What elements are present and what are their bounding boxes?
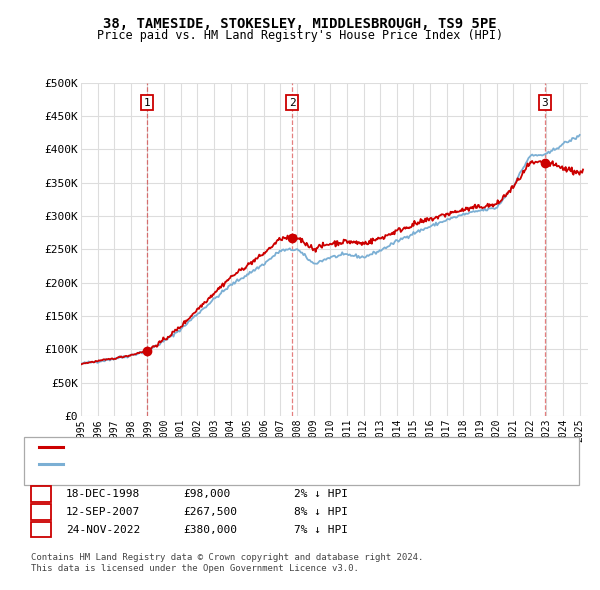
Text: 2: 2 [289, 97, 295, 107]
Text: Contains HM Land Registry data © Crown copyright and database right 2024.
This d: Contains HM Land Registry data © Crown c… [31, 553, 424, 573]
Text: HPI: Average price, detached house, North Yorkshire: HPI: Average price, detached house, Nort… [68, 459, 386, 468]
Text: 3: 3 [541, 97, 548, 107]
Text: 1: 1 [143, 97, 150, 107]
Text: £380,000: £380,000 [183, 525, 237, 535]
Text: 18-DEC-1998: 18-DEC-1998 [66, 490, 140, 499]
Text: 2% ↓ HPI: 2% ↓ HPI [294, 490, 348, 499]
Text: £267,500: £267,500 [183, 507, 237, 517]
Text: Price paid vs. HM Land Registry's House Price Index (HPI): Price paid vs. HM Land Registry's House … [97, 30, 503, 42]
Text: 1: 1 [38, 490, 44, 499]
Text: 38, TAMESIDE, STOKESLEY, MIDDLESBROUGH, TS9 5PE: 38, TAMESIDE, STOKESLEY, MIDDLESBROUGH, … [103, 17, 497, 31]
Text: 24-NOV-2022: 24-NOV-2022 [66, 525, 140, 535]
Text: 12-SEP-2007: 12-SEP-2007 [66, 507, 140, 517]
Text: 2: 2 [38, 507, 44, 517]
Text: £98,000: £98,000 [183, 490, 230, 499]
Text: 38, TAMESIDE, STOKESLEY, MIDDLESBROUGH, TS9 5PE (detached house): 38, TAMESIDE, STOKESLEY, MIDDLESBROUGH, … [68, 442, 468, 452]
Text: 3: 3 [38, 525, 44, 535]
Text: 8% ↓ HPI: 8% ↓ HPI [294, 507, 348, 517]
Text: 7% ↓ HPI: 7% ↓ HPI [294, 525, 348, 535]
